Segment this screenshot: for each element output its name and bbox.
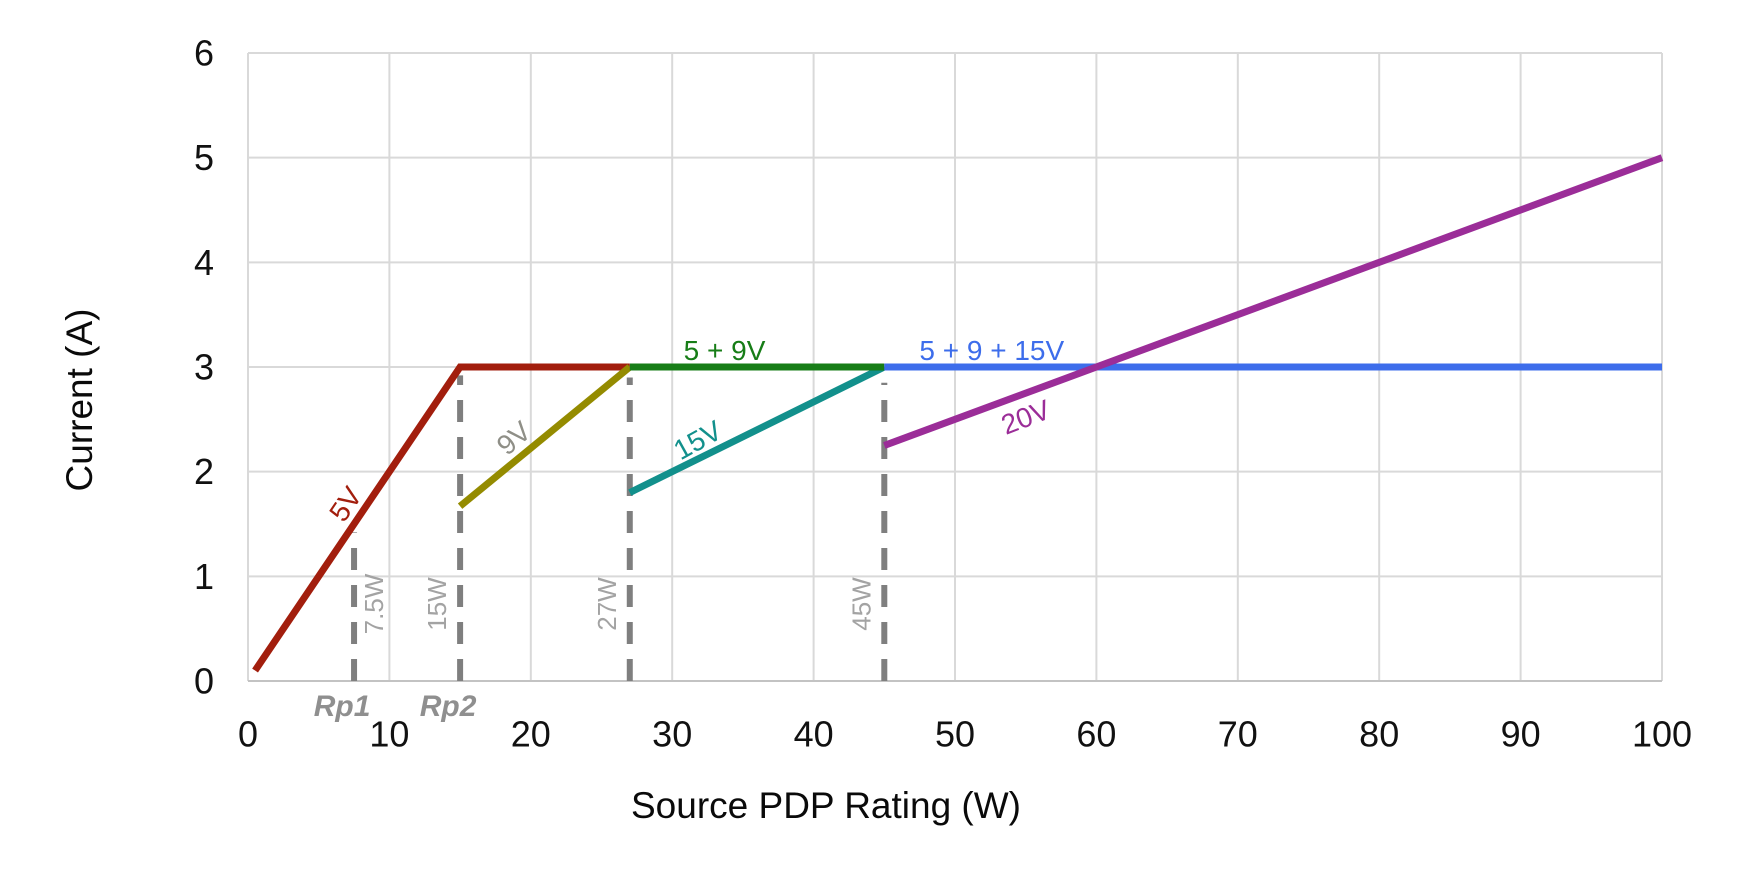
y-axis-title: Current (A) (59, 309, 100, 492)
x-tick-10: 10 (369, 714, 409, 755)
gridlines (247, 52, 1663, 682)
series-label-5-9-15v: 5 + 9 + 15V (919, 335, 1064, 366)
threshold-label-15w: 15W (422, 577, 452, 631)
y-tick-1: 1 (194, 556, 214, 597)
series-line-15v (628, 363, 886, 496)
x-tick-30: 30 (652, 714, 692, 755)
series-label-5v: 5V (323, 481, 368, 527)
series-label-5-9v: 5 + 9V (684, 335, 766, 366)
series-line-20v (883, 154, 1664, 449)
x-tick-60: 60 (1076, 714, 1116, 755)
y-tick-4: 4 (194, 242, 214, 283)
x-tick-100: 100 (1632, 714, 1692, 755)
x-tick-20: 20 (511, 714, 551, 755)
y-tick-6: 6 (194, 33, 214, 74)
series-line-9v (457, 364, 632, 509)
x-tick-90: 90 (1501, 714, 1541, 755)
rp-label-rp2: Rp2 (420, 690, 477, 723)
threshold-markers: 7.5W Rp1 15W Rp2 27W 45W (314, 375, 888, 723)
x-tick-0: 0 (238, 714, 258, 755)
rp-label-rp1: Rp1 (314, 690, 371, 723)
series-line-5v (252, 363, 630, 673)
y-tick-5: 5 (194, 137, 214, 178)
y-tick-0: 0 (194, 661, 214, 702)
x-tick-50: 50 (935, 714, 975, 755)
y-tick-3: 3 (194, 347, 214, 388)
threshold-label-7-5w: 7.5W (359, 573, 389, 634)
series-lines (252, 154, 1664, 673)
x-tick-70: 70 (1218, 714, 1258, 755)
x-tick-80: 80 (1359, 714, 1399, 755)
threshold-label-27w: 27W (592, 577, 622, 631)
axis-tick-labels: 0 10 20 30 40 50 60 70 80 90 100 0 1 2 3 4 5 6 (194, 33, 1692, 755)
x-tick-40: 40 (794, 714, 834, 755)
y-tick-2: 2 (194, 451, 214, 492)
threshold-label-45w: 45W (846, 577, 876, 631)
x-axis-title: Source PDP Rating (W) (631, 785, 1021, 826)
